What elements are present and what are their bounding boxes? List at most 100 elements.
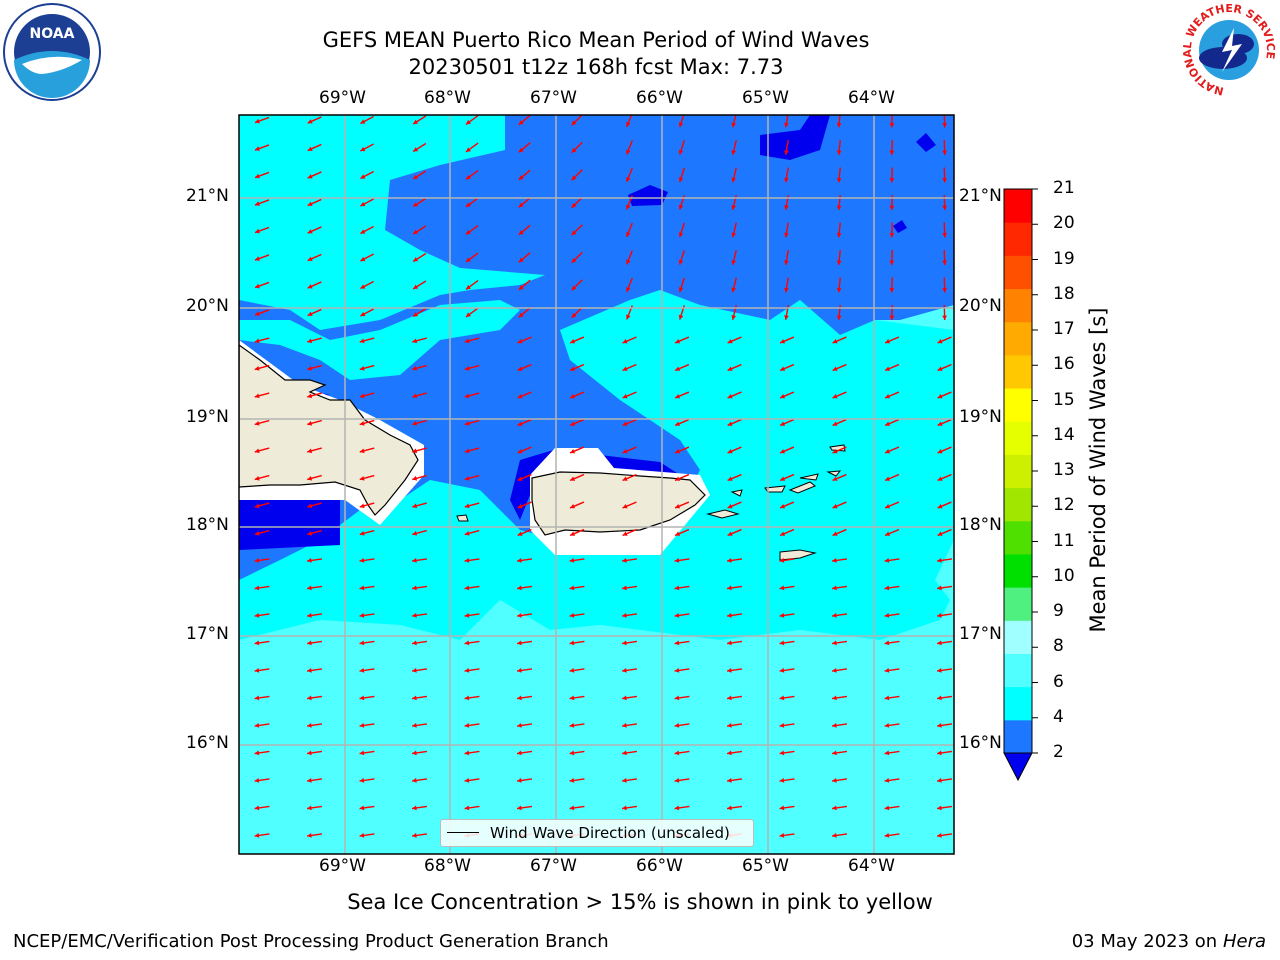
wind-arrow-head	[727, 613, 732, 618]
wind-arrow-head	[517, 778, 522, 783]
colorbar-segment	[1004, 653, 1032, 688]
wind-arrow-head	[675, 476, 681, 481]
wind-arrow-head	[517, 668, 522, 673]
wind-arrow-head	[413, 312, 419, 317]
lat-label-right: 20°N	[959, 296, 1002, 316]
wind-arrow-head	[413, 284, 419, 289]
wind-arrow-head	[779, 750, 785, 756]
wind-arrow-head	[780, 476, 786, 481]
wind-arrow-head	[727, 366, 733, 371]
wind-arrow-head	[622, 449, 628, 454]
wind-arrow-head	[674, 668, 680, 673]
wind-arrow-head	[678, 149, 684, 155]
wind-arrow-head	[942, 315, 948, 320]
wind-arrow-head	[571, 147, 577, 153]
wind-arrow-head	[571, 175, 577, 181]
wind-arrow-head	[836, 205, 842, 210]
wind-arrow-head	[518, 175, 524, 180]
wind-arrow-head	[942, 205, 948, 210]
wind-arrow-head	[412, 448, 418, 454]
period-below-2	[893, 220, 907, 233]
wind-arrow-head	[626, 286, 631, 292]
wind-arrow-head	[569, 778, 575, 783]
colorbar-tick-label: 14	[1053, 424, 1075, 445]
period-below-2	[239, 500, 340, 550]
map-legend: Wind Wave Direction (unscaled)	[440, 819, 754, 847]
wind-arrow-head	[727, 339, 733, 344]
colorbar-tick-label: 20	[1053, 213, 1075, 234]
wind-arrow-head	[884, 750, 890, 756]
wind-arrow-head	[413, 257, 419, 262]
wind-arrow-head	[678, 122, 684, 128]
wind-arrow-head	[832, 449, 838, 454]
legend-label: Wind Wave Direction (unscaled)	[490, 824, 730, 842]
wind-arrow-head	[413, 174, 419, 179]
wind-arrow-head	[885, 531, 891, 536]
wind-arrow-head	[412, 723, 417, 728]
wind-arrow-head	[571, 312, 577, 318]
wind-arrow-head	[307, 750, 312, 756]
wind-arrow-head	[254, 778, 260, 783]
wind-arrow-head	[622, 558, 627, 563]
graticule	[239, 115, 954, 854]
wind-arrow-head	[674, 640, 680, 646]
wind-arrow-head	[727, 558, 732, 563]
lat-label-right: 17°N	[959, 624, 1002, 644]
wind-arrow-head	[675, 421, 681, 426]
wind-arrow-head	[832, 339, 838, 344]
wind-arrow-head	[937, 833, 942, 838]
lon-label-top: 65°W	[742, 88, 789, 108]
wind-arrow-head	[832, 531, 838, 536]
wind-arrow-head	[937, 394, 943, 399]
wind-arrow-head	[889, 260, 895, 265]
wind-arrow-head	[727, 805, 732, 811]
lon-label-bottom: 65°W	[742, 856, 789, 876]
lon-label-bottom: 68°W	[424, 856, 471, 876]
wind-arrow-head	[836, 232, 842, 238]
wind-arrow-head	[832, 366, 838, 371]
wind-arrow-head	[569, 723, 575, 728]
wind-arrow-head	[464, 475, 470, 481]
wind-arrow-head	[517, 640, 522, 646]
wind-arrow-head	[626, 149, 631, 155]
map-subtitle-forecast: 20230501 t12z 168h fcst Max: 7.73	[408, 55, 784, 79]
wind-arrow-head	[307, 420, 313, 426]
wind-arrow-head	[731, 232, 737, 238]
wind-arrow-head	[784, 287, 789, 293]
wind-arrow-head	[780, 504, 786, 509]
wind-arrow-head	[517, 531, 523, 536]
wind-arrow-head	[307, 448, 313, 454]
wind-arrow-head	[779, 805, 785, 811]
wind-arrow-head	[626, 121, 631, 127]
wind-arrow-head	[674, 750, 680, 756]
wind-arrow-head	[360, 311, 366, 317]
lat-label-right: 18°N	[959, 515, 1002, 535]
wind-arrow-head	[731, 259, 737, 265]
wind-arrow-head	[360, 146, 366, 152]
wind-arrow-head	[360, 174, 366, 179]
wind-arrow-head	[412, 503, 418, 509]
wind-arrow-head	[517, 750, 522, 756]
wind-arrow-head	[254, 503, 260, 509]
wind-arrow-head	[359, 613, 365, 618]
wind-arrow-head	[359, 833, 365, 838]
wind-arrow-head	[727, 668, 732, 673]
wind-arrow-head	[570, 449, 576, 454]
wind-arrow-head	[307, 311, 313, 316]
wind-arrow-head	[674, 723, 680, 728]
wind-arrow-head	[779, 613, 785, 618]
wind-arrow-head	[307, 174, 313, 179]
wind-arrow-head	[359, 695, 365, 701]
wind-arrow-head	[307, 585, 312, 591]
wind-arrow-head	[937, 640, 942, 646]
wind-arrow-head	[465, 284, 471, 290]
wind-arrow-head	[942, 233, 948, 238]
wind-arrow-head	[359, 723, 365, 728]
wind-arrow-head	[779, 695, 785, 701]
wind-arrow-head	[464, 393, 470, 399]
wind-arrow-head	[359, 805, 365, 811]
wind-arrow-head	[307, 229, 313, 234]
wind-arrow-head	[779, 778, 785, 783]
wind-arrow-head	[622, 668, 627, 673]
wind-arrow-head	[254, 805, 260, 811]
